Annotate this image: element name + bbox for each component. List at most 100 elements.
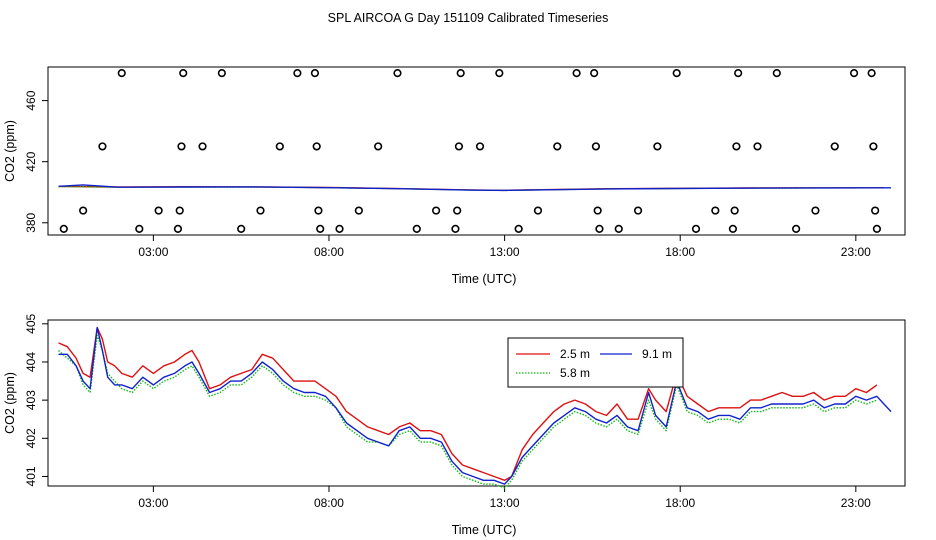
scatter-point xyxy=(293,69,302,78)
x-tick-label: 03:00 xyxy=(138,496,168,510)
scatter-point xyxy=(451,224,460,233)
scatter-point xyxy=(316,224,325,233)
chart-title: SPL AIRCOA G Day 151109 Calibrated Times… xyxy=(328,11,609,25)
scatter-point xyxy=(173,224,183,233)
scatter-point xyxy=(871,206,880,215)
scatter-point xyxy=(237,224,246,233)
scatter-point xyxy=(691,224,701,233)
scatter-point xyxy=(177,142,186,151)
bottom-y-label: CO2 (ppm) xyxy=(3,372,17,434)
scatter-point xyxy=(314,206,323,215)
scatter-point xyxy=(117,69,126,78)
top-x-axis: 03:00 08:00 13:00 18:00 23:00 xyxy=(138,235,871,259)
scatter-point xyxy=(59,224,68,233)
x-tick-label: 23:00 xyxy=(841,245,871,259)
scatter-point xyxy=(711,206,720,215)
x-tick-label: 13:00 xyxy=(490,496,520,510)
scatter-point xyxy=(412,224,421,233)
bottom-x-label: Time (UTC) xyxy=(452,523,517,537)
scatter-point xyxy=(593,206,602,215)
scatter-point xyxy=(553,142,562,151)
legend-label-5-8m: 5.8 m xyxy=(560,366,590,380)
scatter-point xyxy=(179,69,188,78)
top-plot-frame xyxy=(47,66,906,236)
scatter-point xyxy=(867,69,876,78)
x-tick-label: 08:00 xyxy=(314,245,344,259)
scatter-point xyxy=(591,142,601,151)
y-tick-label: 403 xyxy=(24,390,38,410)
scatter-point xyxy=(869,142,878,151)
scatter-point xyxy=(275,142,284,151)
scatter-point xyxy=(792,224,801,233)
bottom-panel: 03:00 08:00 13:00 18:00 23:00 40140240340440… xyxy=(3,313,906,537)
scatter-point xyxy=(154,206,163,215)
scatter-point xyxy=(730,206,739,215)
scatter-point xyxy=(312,142,321,151)
y-tick-label: 401 xyxy=(24,466,38,486)
scatter-point xyxy=(256,206,265,215)
bottom-plot-frame xyxy=(47,319,906,487)
x-tick-label: 08:00 xyxy=(314,496,344,510)
y-tick-label: 405 xyxy=(24,313,38,333)
scatter-point xyxy=(456,69,465,78)
series-line-5-8-m xyxy=(58,334,878,489)
legend-box xyxy=(507,337,684,388)
y-tick-label: 404 xyxy=(24,352,38,372)
scatter-point xyxy=(811,206,820,215)
scatter-point xyxy=(135,224,144,233)
series-line-9-1-m xyxy=(58,326,892,485)
top-series-lines xyxy=(58,184,892,192)
scatter-point xyxy=(217,69,226,78)
scatter-point xyxy=(732,142,741,151)
scatter-point xyxy=(614,224,623,233)
scatter-point xyxy=(175,206,184,215)
scatter-point xyxy=(475,142,485,151)
scatter-point xyxy=(514,224,523,233)
scatter-point xyxy=(595,224,604,233)
scatter-point xyxy=(198,142,207,151)
scatter-point xyxy=(453,206,462,215)
top-x-label: Time (UTC) xyxy=(452,272,517,286)
series-line-2-5-m xyxy=(58,326,878,481)
scatter-point xyxy=(495,69,504,78)
scatter-point xyxy=(753,142,762,151)
x-tick-label: 18:00 xyxy=(665,245,695,259)
scatter-point xyxy=(830,142,839,151)
scatter-point xyxy=(590,69,599,78)
x-tick-label: 03:00 xyxy=(138,245,168,259)
y-tick-label: 402 xyxy=(24,428,38,448)
scatter-point xyxy=(310,69,320,78)
legend-label-2-5m: 2.5 m xyxy=(560,347,590,361)
scatter-point xyxy=(454,142,464,151)
scatter-point xyxy=(98,142,107,151)
scatter-point xyxy=(772,69,781,78)
scatter-point xyxy=(728,224,737,233)
scatter-point xyxy=(653,142,662,151)
top-y-label: CO2 (ppm) xyxy=(3,120,17,182)
y-tick-label: 460 xyxy=(24,90,38,110)
scatter-point xyxy=(849,69,859,78)
scatter-point xyxy=(633,206,643,215)
y-tick-label: 380 xyxy=(24,212,38,232)
legend: 2.5 m 5.8 m 9.1 m xyxy=(507,337,684,388)
scatter-point xyxy=(872,224,882,233)
scatter-point xyxy=(354,206,363,215)
top-scatter-points xyxy=(59,69,882,233)
scatter-point xyxy=(533,206,543,215)
scatter-point xyxy=(79,206,88,215)
scatter-point xyxy=(432,206,441,215)
scatter-point xyxy=(335,224,344,233)
scatter-point xyxy=(572,69,581,78)
bottom-x-axis: 03:00 08:00 13:00 18:00 23:00 xyxy=(138,486,871,510)
bottom-series-lines xyxy=(58,326,892,489)
x-tick-label: 18:00 xyxy=(665,496,695,510)
scatter-point xyxy=(374,142,383,151)
scatter-point xyxy=(393,69,402,78)
bottom-y-axis: 401 402 403 404 405 xyxy=(24,313,48,486)
x-tick-label: 23:00 xyxy=(841,496,871,510)
y-tick-label: 420 xyxy=(24,151,38,171)
legend-label-9-1m: 9.1 m xyxy=(642,347,672,361)
x-tick-label: 13:00 xyxy=(490,245,520,259)
top-panel: 03:00 08:00 13:00 18:00 23:00 380 420 460 Time… xyxy=(3,66,906,286)
